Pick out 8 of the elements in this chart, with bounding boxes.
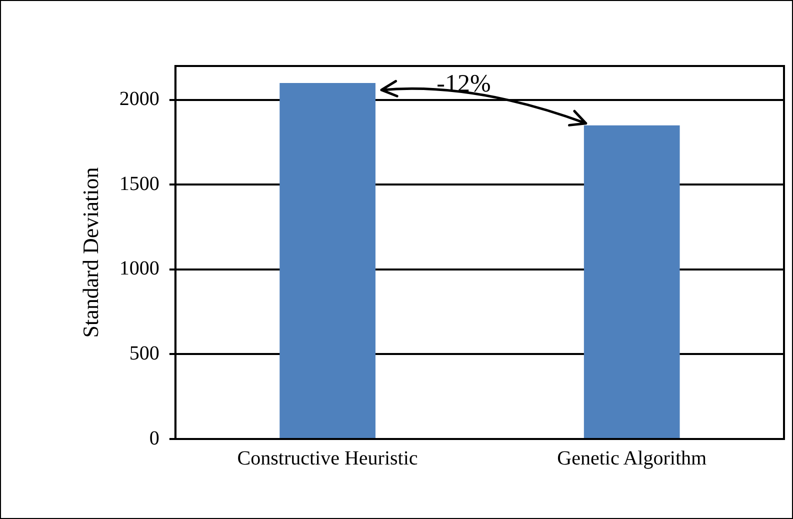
y-tick-label: 500	[129, 342, 160, 364]
x-tick-label: Constructive Heuristic	[237, 447, 418, 470]
x-tick-label: Genetic Algorithm	[557, 447, 707, 470]
y-axis-title: Standard Deviation	[78, 167, 103, 338]
y-tick-label: 1500	[119, 172, 160, 195]
y-tick-label: 0	[149, 427, 160, 450]
y-tick-label: 2000	[119, 88, 160, 110]
y-tick-label: 1000	[119, 258, 160, 280]
